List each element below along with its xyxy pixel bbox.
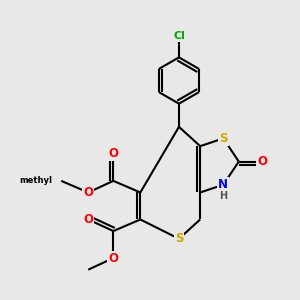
Text: O: O bbox=[257, 155, 267, 168]
Text: Cl: Cl bbox=[173, 31, 185, 41]
Text: S: S bbox=[175, 232, 183, 245]
Text: O: O bbox=[108, 147, 118, 161]
Text: S: S bbox=[219, 132, 228, 145]
Text: methyl: methyl bbox=[20, 176, 53, 185]
Text: O: O bbox=[83, 186, 93, 199]
Text: O: O bbox=[83, 213, 93, 226]
Text: N: N bbox=[218, 178, 228, 191]
Text: H: H bbox=[219, 190, 227, 200]
Text: O: O bbox=[108, 252, 118, 265]
